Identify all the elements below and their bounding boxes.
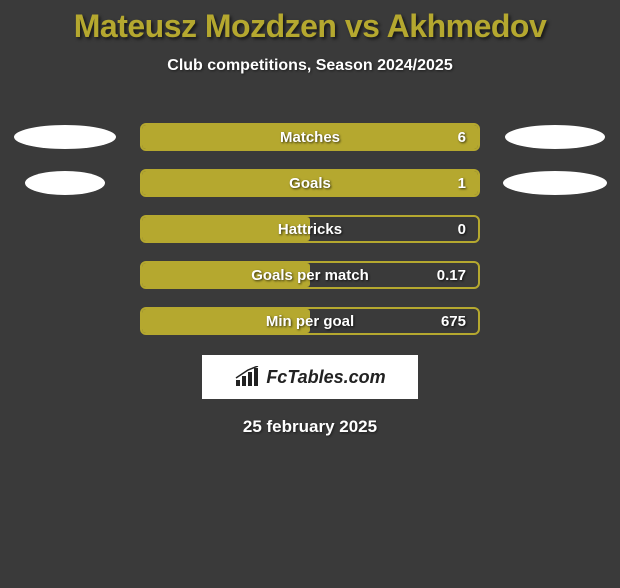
date-text: 25 february 2025 <box>0 417 620 437</box>
stat-row: Goals1 <box>0 169 620 197</box>
bar-chart-icon <box>234 366 260 388</box>
stat-bar: Goals per match0.17 <box>140 261 480 289</box>
stat-label: Matches <box>142 125 478 149</box>
stat-row: Goals per match0.17 <box>0 261 620 289</box>
page-title: Mateusz Mozdzen vs Akhmedov <box>0 8 620 45</box>
stat-row: Min per goal675 <box>0 307 620 335</box>
stat-label: Goals <box>142 171 478 195</box>
left-ellipse <box>14 125 116 149</box>
right-ellipse <box>503 171 607 195</box>
stat-label: Goals per match <box>142 263 478 287</box>
stat-value: 675 <box>441 309 466 333</box>
stat-value: 6 <box>458 125 466 149</box>
left-slot <box>10 125 120 149</box>
left-ellipse <box>25 171 105 195</box>
stat-bar: Min per goal675 <box>140 307 480 335</box>
stat-value: 1 <box>458 171 466 195</box>
logo-box: FcTables.com <box>202 355 418 399</box>
comparison-infographic: Mateusz Mozdzen vs Akhmedov Club competi… <box>0 8 620 437</box>
stat-label: Min per goal <box>142 309 478 333</box>
stat-bar: Hattricks0 <box>140 215 480 243</box>
subtitle: Club competitions, Season 2024/2025 <box>0 57 620 75</box>
left-slot <box>10 171 120 195</box>
stat-row: Hattricks0 <box>0 215 620 243</box>
right-ellipse <box>505 125 605 149</box>
stat-value: 0 <box>458 217 466 241</box>
logo-text: FcTables.com <box>266 367 385 388</box>
right-slot <box>500 125 610 149</box>
stat-value: 0.17 <box>437 263 466 287</box>
stat-bar: Matches6 <box>140 123 480 151</box>
stat-label: Hattricks <box>142 217 478 241</box>
stat-bar: Goals1 <box>140 169 480 197</box>
stat-rows: Matches6Goals1Hattricks0Goals per match0… <box>0 123 620 335</box>
stat-row: Matches6 <box>0 123 620 151</box>
right-slot <box>500 171 610 195</box>
